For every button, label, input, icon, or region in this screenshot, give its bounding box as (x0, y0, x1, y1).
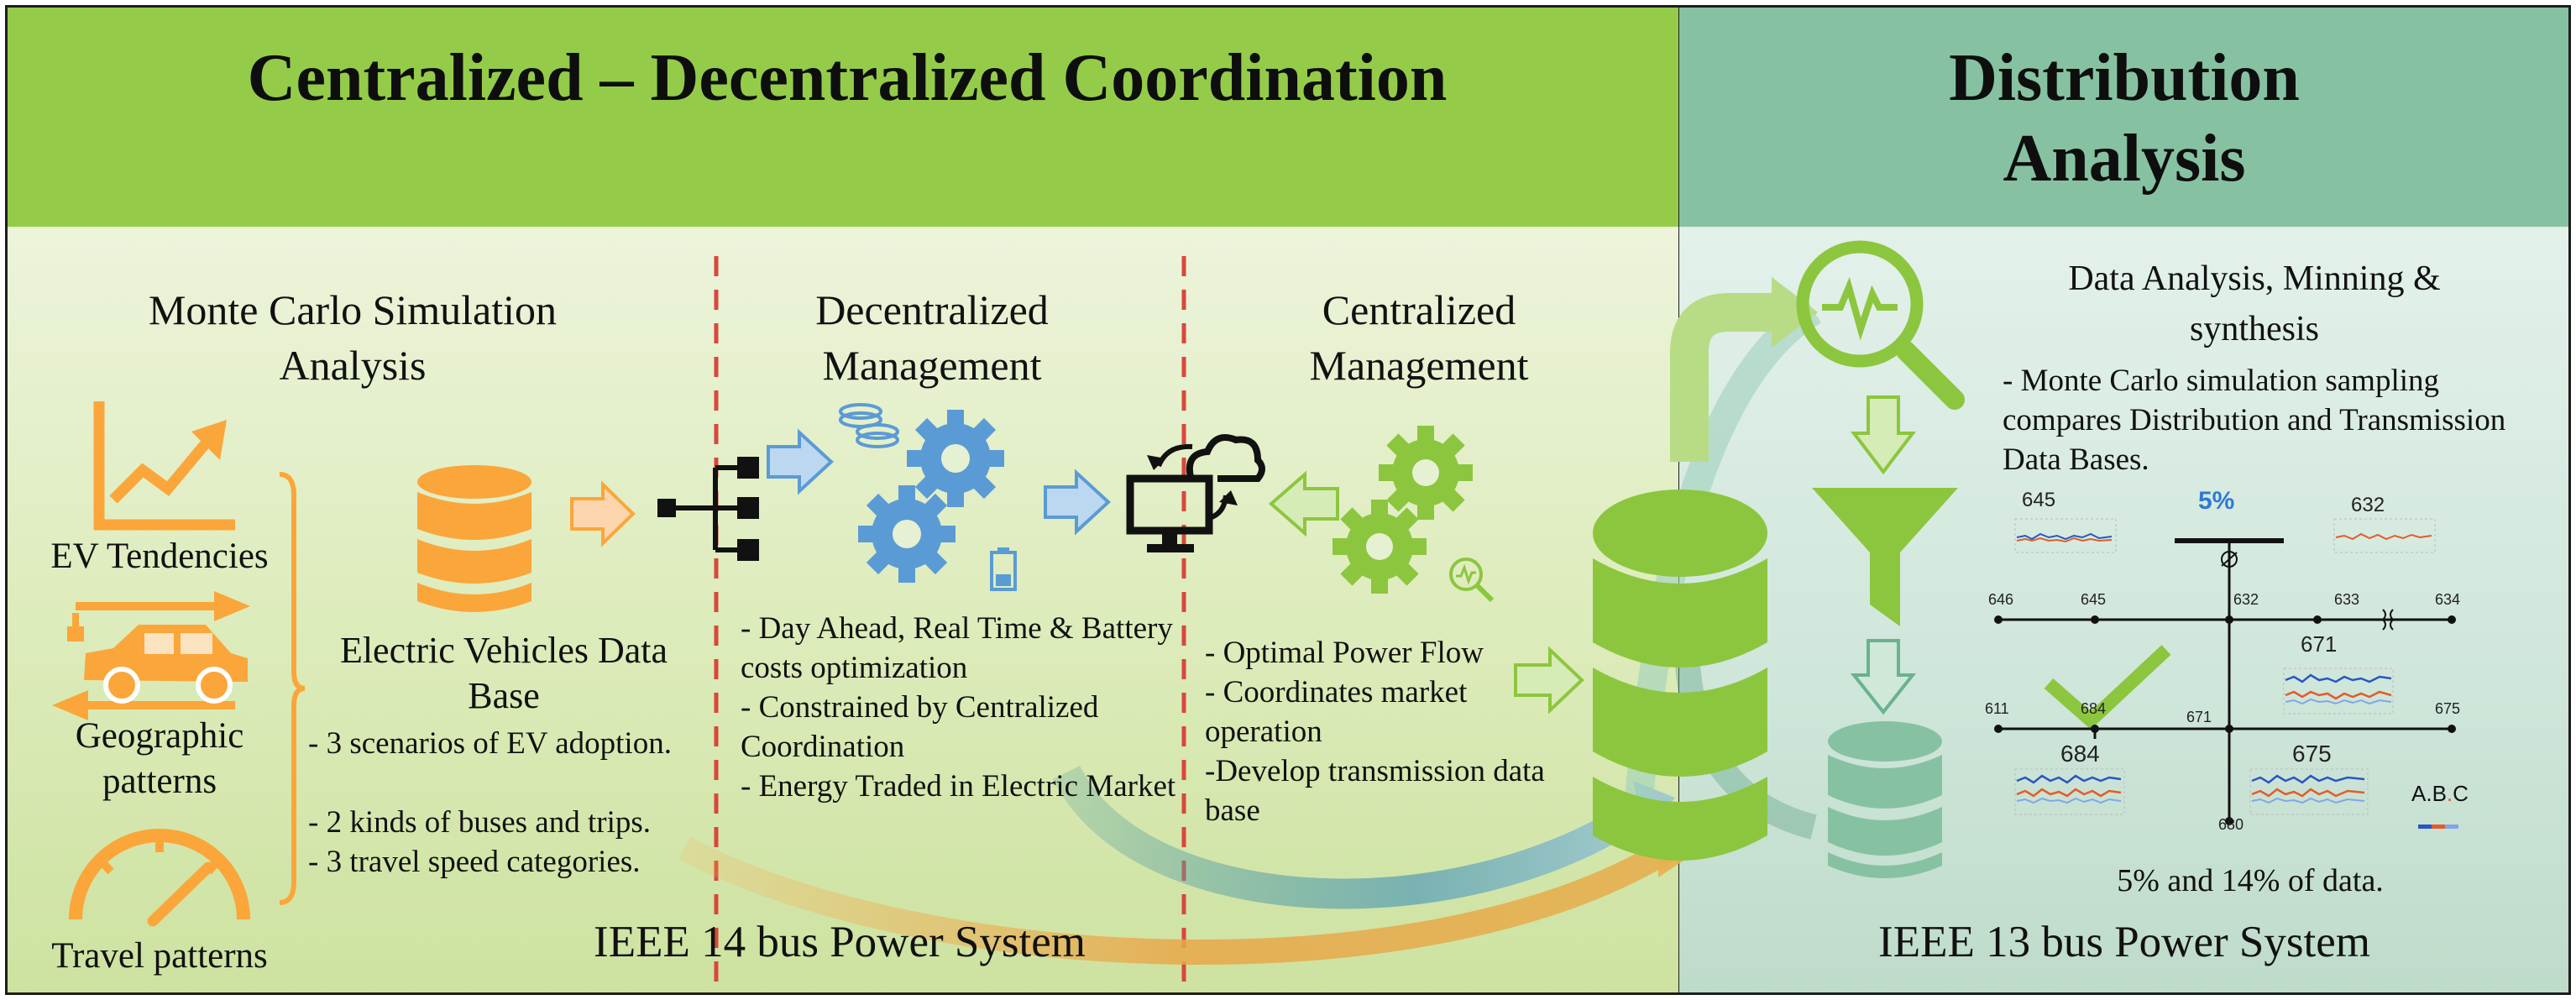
decentralized-bullet-3: - Energy Traded in Electric Market (741, 769, 1176, 804)
node-label-611: 611 (1985, 700, 2009, 717)
node-label-632: 632 (2233, 591, 2259, 608)
node-label-645-top: 645 (2022, 489, 2056, 511)
down-arrow-icon-2 (1850, 639, 1917, 715)
node-label-634: 634 (2435, 591, 2461, 608)
speedometer-icon (69, 829, 250, 927)
analysis-description: - Monte Carlo simulation sampling compar… (2003, 364, 2506, 477)
distribution-database-icon (1828, 721, 1942, 878)
centralized-heading: Centralized Management (1309, 286, 1529, 389)
ev-database-title: Electric Vehicles Data Base (339, 630, 668, 716)
node-label-671: 671 (2186, 709, 2212, 725)
node-label-671-chart: 671 (2301, 631, 2338, 657)
ev-database-bullet-2: - 2 kinds of buses and trips. (308, 805, 651, 840)
analysis-heading: Data Analysis, Minning & synthesis (2068, 259, 2441, 348)
orange-arrow-icon (570, 480, 636, 547)
monte-carlo-heading: Monte Carlo Simulation Analysis (148, 286, 558, 389)
left-footer: IEEE 14 bus Power System (594, 918, 1086, 966)
top-percent-label: 5% (2198, 487, 2235, 515)
blue-gears-icon (858, 410, 1004, 583)
green-right-arrow-icon (1514, 646, 1584, 715)
node-label-684-chart: 684 (2060, 741, 2100, 767)
travel-patterns-label: Travel patterns (51, 936, 268, 976)
node-label-675: 675 (2435, 700, 2461, 717)
ev-database-bullet-3: - 3 travel speed categories. (308, 845, 641, 879)
transmission-database-icon (1593, 490, 1767, 861)
ev-tendencies-label: EV Tendencies (50, 537, 269, 576)
computer-cloud-icon (1126, 434, 1265, 552)
node-label-684: 684 (2081, 700, 2107, 717)
phase-c-label: C (2453, 781, 2469, 806)
left-panel-title: Centralized – Decentralized Coordination (247, 41, 1448, 115)
node-label-646: 646 (1988, 591, 2014, 608)
green-left-arrow-icon (1268, 470, 1339, 537)
centralized-bullet-2: - Coordinates market operation (1205, 675, 1468, 749)
battery-icon (990, 547, 1017, 591)
geographic-patterns-label: Geographic patterns (75, 716, 244, 801)
hierarchy-icon (657, 457, 759, 561)
funnel-icon (1812, 488, 1958, 626)
centralized-bullet-1: - Optimal Power Flow (1205, 636, 1484, 670)
analysis-magnifier-icon (1796, 240, 1965, 410)
node-label-675-chart: 675 (2292, 741, 2332, 767)
node-label-645: 645 (2081, 591, 2107, 608)
result-text: 5% and 14% of data. (2117, 863, 2384, 898)
left-panel-body (8, 228, 1678, 992)
right-panel-header: Distribution Analysis (1679, 8, 2568, 228)
coins-icon (839, 403, 899, 448)
decentralized-bullet-1: - Day Ahead, Real Time & Battery costs o… (741, 611, 1173, 685)
ev-car-icon (52, 591, 250, 720)
centralized-bullet-3: -Develop transmission data base (1205, 754, 1545, 828)
down-arrow-icon (1850, 395, 1917, 475)
green-gears-icon (1333, 426, 1473, 594)
blue-arrow-icon (767, 428, 834, 495)
ev-database-icon (417, 465, 531, 612)
left-panel-header: Centralized – Decentralized Coordination (8, 8, 1678, 228)
node-label-633: 633 (2334, 591, 2360, 608)
input-bracket (279, 472, 306, 905)
decentralized-bullet-2: - Constrained by Centralized Coordinatio… (741, 690, 1099, 764)
decentralized-heading: Decentralized Management (815, 286, 1049, 389)
blue-arrow-icon-2 (1044, 469, 1111, 536)
ieee13-network-diagram (1994, 518, 2458, 829)
ev-database-bullet-1: - 3 scenarios of EV adoption. (308, 726, 672, 761)
trend-chart-icon (93, 401, 235, 531)
small-magnifier-icon (1449, 558, 1495, 603)
right-panel-title: Distribution Analysis (1949, 41, 2300, 196)
node-label-680: 680 (2218, 816, 2244, 833)
phase-b-label: B (2432, 781, 2447, 806)
centralized-decentralized-panel: Centralized – Decentralized Coordination (5, 5, 1681, 995)
phase-legend: A.B.C (2411, 781, 2469, 806)
right-footer: IEEE 13 bus Power System (1878, 918, 2370, 966)
node-label-632-top: 632 (2351, 494, 2385, 516)
phase-a-label: A (2411, 781, 2427, 806)
